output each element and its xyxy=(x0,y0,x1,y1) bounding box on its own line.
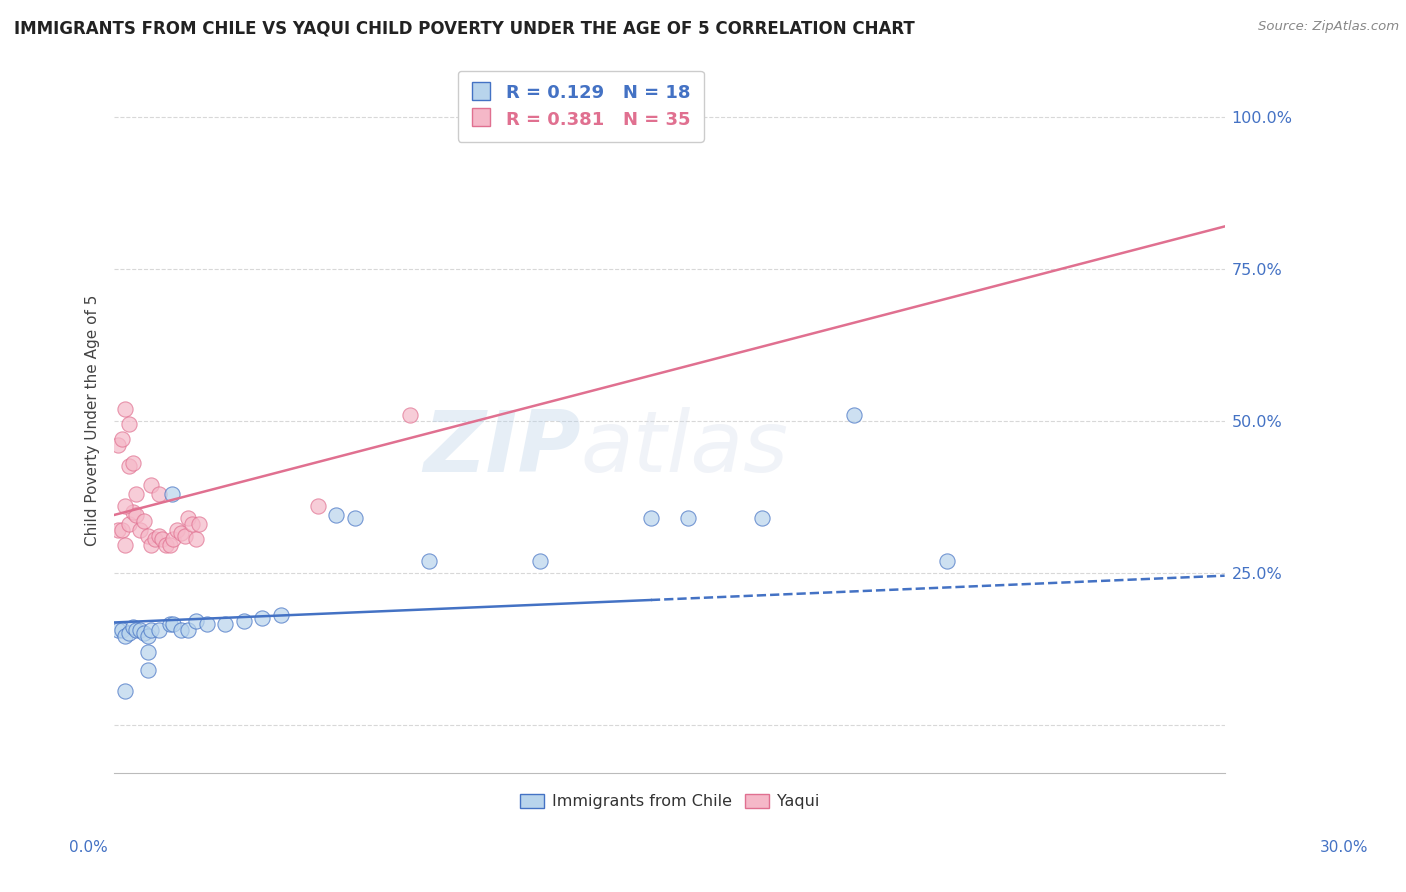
Point xyxy=(136,629,159,643)
Point xyxy=(114,538,136,552)
Point xyxy=(159,617,181,632)
Point xyxy=(107,624,129,638)
Point xyxy=(118,626,141,640)
Point xyxy=(125,624,148,638)
Point xyxy=(118,459,141,474)
Point xyxy=(214,617,236,632)
Point xyxy=(640,511,662,525)
Point xyxy=(270,608,292,623)
Point xyxy=(114,401,136,416)
Point xyxy=(141,538,163,552)
Point xyxy=(129,624,152,638)
Point xyxy=(148,529,170,543)
Point xyxy=(162,617,184,632)
Text: 0.0%: 0.0% xyxy=(69,840,108,855)
Point xyxy=(159,538,181,552)
Point xyxy=(751,511,773,525)
Point xyxy=(184,533,207,547)
Point xyxy=(121,456,143,470)
Point xyxy=(132,626,155,640)
Point xyxy=(114,629,136,643)
Point xyxy=(125,486,148,500)
Point xyxy=(676,511,699,525)
Text: Source: ZipAtlas.com: Source: ZipAtlas.com xyxy=(1258,20,1399,33)
Text: ZIP: ZIP xyxy=(423,408,581,491)
Point xyxy=(184,614,207,628)
Point xyxy=(110,523,132,537)
Point xyxy=(107,438,129,452)
Point xyxy=(150,533,173,547)
Point xyxy=(132,514,155,528)
Text: IMMIGRANTS FROM CHILE VS YAQUI CHILD POVERTY UNDER THE AGE OF 5 CORRELATION CHAR: IMMIGRANTS FROM CHILE VS YAQUI CHILD POV… xyxy=(14,20,915,37)
Point xyxy=(121,620,143,634)
Point xyxy=(136,645,159,659)
Point xyxy=(118,417,141,431)
Point xyxy=(170,526,193,541)
Point xyxy=(118,517,141,532)
Point xyxy=(173,529,195,543)
Point xyxy=(107,523,129,537)
Point xyxy=(114,684,136,698)
Text: 30.0%: 30.0% xyxy=(1320,840,1368,855)
Legend: Immigrants from Chile, Yaqui: Immigrants from Chile, Yaqui xyxy=(513,788,825,816)
Point xyxy=(188,517,211,532)
Point xyxy=(143,533,166,547)
Point xyxy=(121,505,143,519)
Point xyxy=(148,624,170,638)
Point xyxy=(418,553,440,567)
Point xyxy=(399,408,422,422)
Point xyxy=(529,553,551,567)
Point xyxy=(148,486,170,500)
Point xyxy=(136,529,159,543)
Point xyxy=(177,624,200,638)
Point xyxy=(155,538,177,552)
Y-axis label: Child Poverty Under the Age of 5: Child Poverty Under the Age of 5 xyxy=(86,295,100,547)
Point xyxy=(114,499,136,513)
Point xyxy=(170,624,193,638)
Point xyxy=(252,611,274,625)
Point xyxy=(141,624,163,638)
Point xyxy=(181,517,204,532)
Point xyxy=(195,617,218,632)
Point xyxy=(129,523,152,537)
Text: atlas: atlas xyxy=(581,408,789,491)
Point xyxy=(343,511,366,525)
Point xyxy=(110,624,132,638)
Point xyxy=(110,432,132,446)
Point xyxy=(166,523,188,537)
Point xyxy=(232,614,254,628)
Point xyxy=(125,508,148,522)
Point xyxy=(844,408,866,422)
Point xyxy=(177,511,200,525)
Point xyxy=(325,508,347,522)
Point xyxy=(936,553,959,567)
Point xyxy=(162,533,184,547)
Point xyxy=(160,486,183,500)
Point xyxy=(307,499,329,513)
Point xyxy=(136,663,159,677)
Point xyxy=(141,477,163,491)
